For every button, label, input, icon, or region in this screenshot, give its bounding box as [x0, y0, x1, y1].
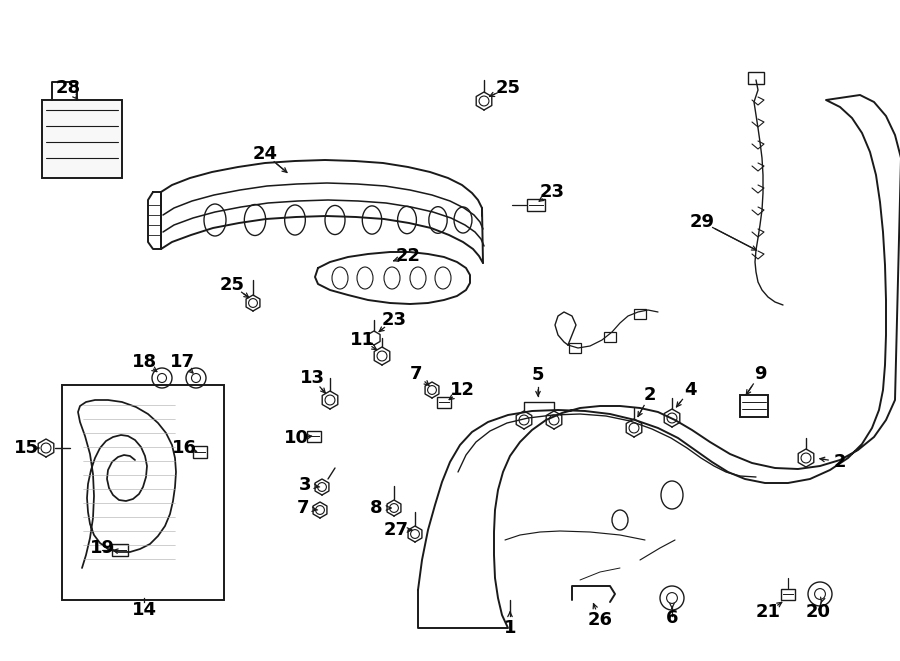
- Bar: [740, 395, 768, 417]
- Text: 5: 5: [532, 366, 544, 384]
- Text: 23: 23: [382, 311, 407, 329]
- Text: 3: 3: [299, 476, 311, 494]
- Text: 25: 25: [220, 276, 245, 294]
- Text: 9: 9: [754, 365, 766, 383]
- Text: 20: 20: [806, 603, 831, 621]
- Bar: [781, 588, 795, 600]
- Bar: [193, 446, 207, 458]
- Text: 13: 13: [300, 369, 325, 387]
- Text: 25: 25: [496, 79, 520, 97]
- Text: 26: 26: [588, 611, 613, 629]
- Bar: [527, 199, 545, 211]
- Text: 4: 4: [684, 381, 697, 399]
- Text: 24: 24: [253, 145, 277, 163]
- Text: 1: 1: [504, 619, 517, 637]
- Text: 14: 14: [131, 601, 157, 619]
- Bar: [604, 332, 616, 342]
- Text: 17: 17: [169, 353, 194, 371]
- Text: 23: 23: [539, 183, 564, 201]
- Bar: [42, 100, 122, 178]
- Bar: [62, 385, 224, 600]
- Text: 7: 7: [410, 365, 422, 383]
- Text: 27: 27: [383, 521, 409, 539]
- Bar: [307, 430, 321, 442]
- Text: 12: 12: [449, 381, 474, 399]
- Text: 21: 21: [755, 603, 780, 621]
- Text: 28: 28: [56, 79, 81, 97]
- Text: 18: 18: [131, 353, 157, 371]
- Text: 7: 7: [297, 499, 310, 517]
- Bar: [748, 72, 764, 84]
- Bar: [569, 343, 581, 353]
- Text: 19: 19: [89, 539, 114, 557]
- Text: 11: 11: [349, 331, 374, 349]
- Text: 10: 10: [284, 429, 309, 447]
- Text: 2: 2: [644, 386, 656, 404]
- Bar: [437, 397, 451, 407]
- Text: 29: 29: [689, 213, 715, 231]
- Text: 22: 22: [395, 247, 420, 265]
- Bar: [112, 544, 128, 556]
- Text: 2: 2: [833, 453, 846, 471]
- Text: 8: 8: [370, 499, 382, 517]
- Text: 16: 16: [172, 439, 196, 457]
- Text: 6: 6: [666, 609, 679, 627]
- Text: 15: 15: [14, 439, 39, 457]
- Bar: [634, 309, 646, 319]
